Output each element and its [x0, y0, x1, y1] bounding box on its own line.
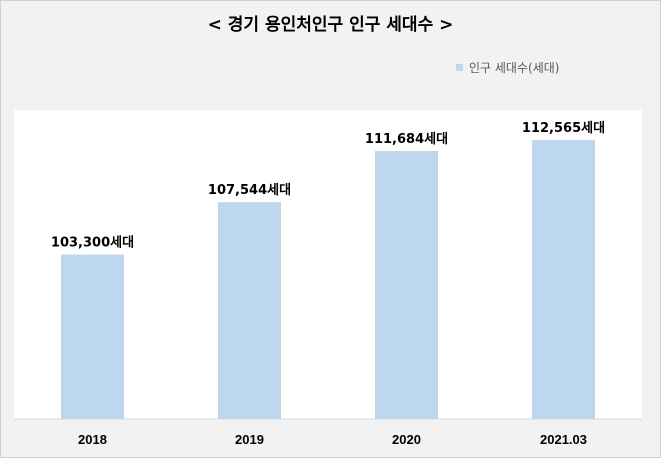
- bar: [61, 254, 124, 419]
- x-tick-label: 2018: [78, 432, 107, 447]
- x-tick-label: 2020: [392, 432, 421, 447]
- x-tick-label: 2021.03: [540, 432, 587, 447]
- legend-label: 인구 세대수(세대): [469, 61, 560, 75]
- chart-title: < 경기 용인처인구 인구 세대수 >: [207, 15, 454, 35]
- data-label: 107,544세대: [208, 183, 291, 198]
- bar: [218, 202, 281, 419]
- legend-swatch: [456, 64, 463, 71]
- bar: [532, 140, 595, 419]
- data-label: 111,684세대: [365, 132, 448, 147]
- bar: [375, 150, 438, 419]
- x-tick-label: 2019: [235, 432, 264, 447]
- data-label: 112,565세대: [522, 121, 605, 136]
- data-label: 103,300세대: [51, 236, 134, 251]
- legend: 인구 세대수(세대): [456, 59, 559, 76]
